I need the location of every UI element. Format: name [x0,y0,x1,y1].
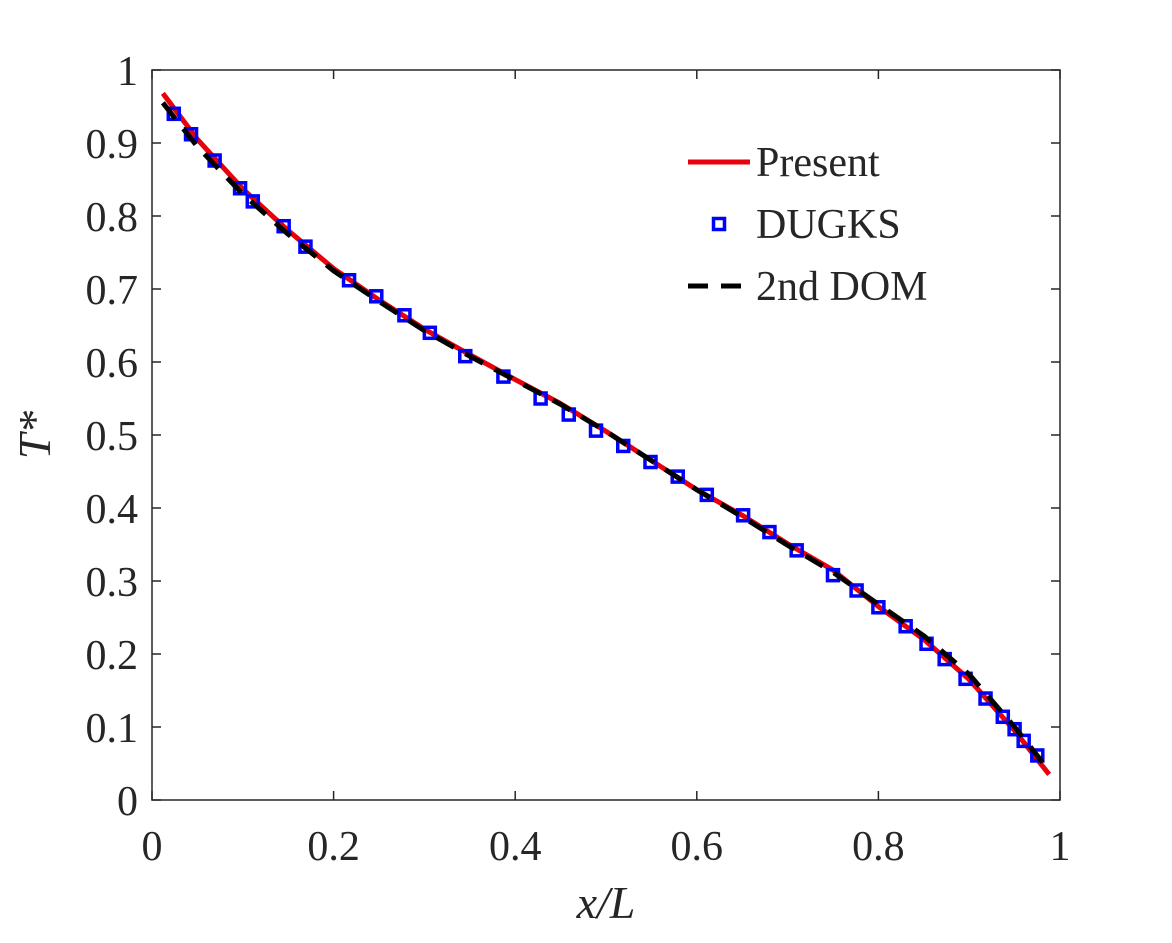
y-tick-label: 0.2 [86,633,139,679]
x-tick-label: 1 [1050,824,1071,870]
series-layer [160,91,1052,776]
x-axis-title: x/L [576,877,636,928]
dugks-marker [871,600,886,615]
dugks-marker [1016,733,1031,749]
dugks-marker [369,289,384,304]
dugks-marker [643,454,658,470]
x-tick-label: 0.2 [307,824,360,870]
x-tick-label: 0.6 [671,824,724,870]
y-tick-label: 0.8 [86,195,139,241]
dugks-marker [245,194,261,209]
y-tick-label: 0.6 [86,341,139,387]
legend-swatch-dugks [711,216,727,232]
y-tick-label: 0.5 [86,414,139,460]
legend: Present DUGKS 2nd DOM [688,140,928,310]
dugks-marker [1030,748,1045,763]
y-tick-label: 1 [117,49,138,95]
dugks-marker [422,325,438,341]
dugks-marker [397,308,412,323]
dugks-marker [341,272,357,288]
y-tick-label: 0.1 [86,706,139,752]
dugks-marker [995,709,1011,725]
legend-label-2nd-dom: 2nd DOM [756,264,928,310]
y-tick-label: 0 [117,779,138,825]
dugks-marker [898,619,913,634]
y-tick-label: 0.3 [86,560,139,606]
x-tick-label: 0.8 [852,824,905,870]
axis-tick-labels: 0 0.2 0.4 0.6 0.8 1 0 0.1 0.2 0.3 0.4 0.5 0.6 0.7 0.8 0… [86,49,1071,870]
y-axis-title: T* [9,411,60,460]
y-tick-label: 0.4 [86,487,139,533]
x-tick-label: 0 [142,824,163,870]
y-tick-label: 0.7 [86,268,139,314]
legend-label-present: Present [756,140,880,186]
legend-label-dugks: DUGKS [756,202,901,248]
series-line-2nd-dom [160,101,1049,769]
x-tick-label: 0.4 [489,824,542,870]
y-tick-label: 0.9 [86,122,139,168]
axis-ticks [151,69,1061,801]
dugks-marker [789,543,804,558]
